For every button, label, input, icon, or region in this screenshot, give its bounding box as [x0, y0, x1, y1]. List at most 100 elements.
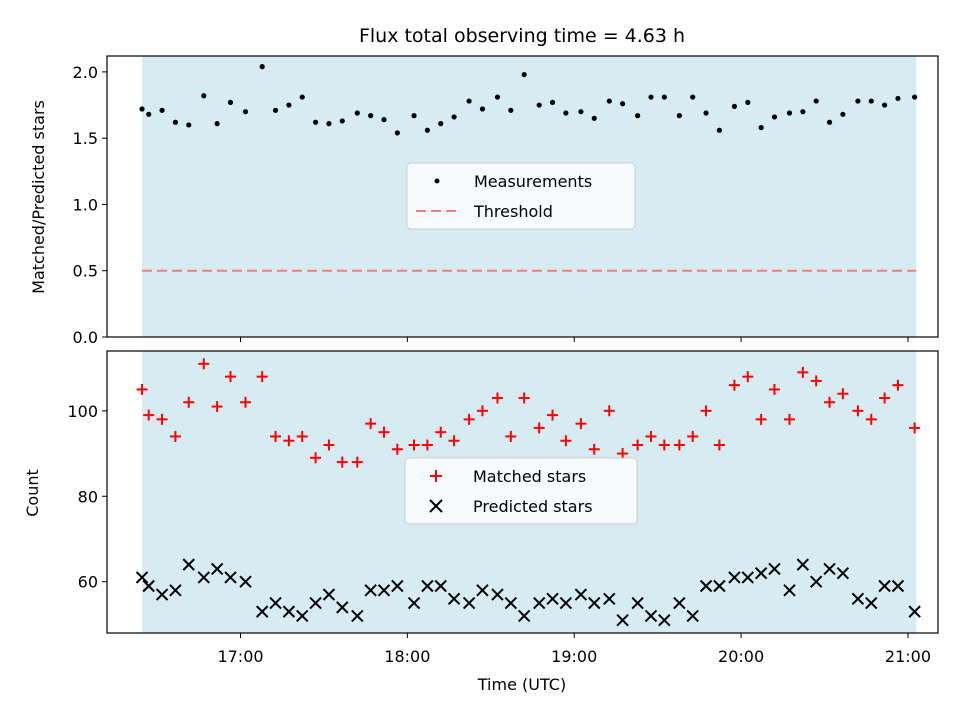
measurement-point [620, 101, 626, 107]
predicted-star-point [783, 584, 796, 597]
matched-star-point [435, 426, 447, 438]
legend-label-measurements: Measurements [474, 172, 592, 191]
predicted-star-point [491, 588, 504, 601]
measurement-point [259, 64, 265, 70]
predicted-star-point [504, 596, 518, 610]
y-axis-label-bottom: Count [23, 469, 42, 517]
matched-star-point [810, 375, 822, 387]
measurement-point [172, 119, 179, 125]
matched-star-point [391, 443, 403, 455]
matched-star-point [296, 430, 308, 442]
predicted-star-point [673, 596, 686, 610]
matched-star-point [156, 413, 168, 425]
measurement-point [745, 99, 751, 105]
predicted-star-point [462, 596, 476, 610]
legend-label-predicted: Predicted stars [473, 497, 593, 516]
y-tick-label: 0.0 [73, 328, 98, 347]
matched-star-point [658, 439, 670, 451]
matched-star-point [783, 413, 795, 425]
y-tick-label: 1.5 [73, 129, 98, 148]
predicted-star-point [796, 558, 810, 571]
legend-marker-measurements [434, 178, 440, 184]
measurement-point [758, 124, 764, 131]
measurement-point [855, 98, 861, 104]
matched-star-point [365, 418, 377, 430]
matched-star-point [476, 405, 488, 417]
predicted-star-point [336, 601, 349, 614]
matched-star-point [505, 430, 517, 442]
measurement-point [201, 93, 207, 99]
y-axis-ticks-top: 0.0 0.5 1.0 1.5 2.0 [73, 63, 107, 347]
axes-frame-bottom [106, 350, 939, 634]
matched-star-point [575, 418, 587, 430]
matched-star-point [824, 396, 836, 408]
measurement-point [563, 110, 569, 116]
predicted-star-point [631, 596, 644, 610]
matched-star-point [198, 358, 210, 370]
y-tick-label: 60 [78, 573, 98, 592]
matched-star-point [909, 422, 921, 434]
predicted-star-point [282, 605, 296, 618]
measurement-point [339, 118, 345, 124]
predicted-star-point [823, 562, 836, 576]
predicted-star-point [517, 609, 531, 623]
measurement-point [635, 113, 641, 119]
predicted-star-point [546, 592, 559, 606]
x-axis-label: Time (UTC) [477, 675, 566, 694]
matched-star-point [852, 405, 864, 417]
predicted-star-point [728, 571, 741, 584]
measurement-point [451, 114, 457, 120]
matched-star-point [837, 388, 849, 400]
legend-bottom: Matched stars Predicted stars [404, 457, 638, 525]
measurement-point [299, 94, 305, 100]
predicted-star-point [142, 579, 155, 593]
x-tick-label: 21:00 [885, 647, 931, 666]
measurement-point [895, 95, 901, 102]
measurement-point [813, 98, 819, 104]
measurement-point [591, 115, 597, 121]
predicted-star-point [447, 592, 461, 606]
measurement-point [242, 109, 249, 115]
matched-star-point [755, 413, 767, 425]
legend-marker-predicted [429, 499, 443, 513]
predicted-star-point [603, 592, 616, 606]
x-tick-label: 17:00 [217, 647, 263, 666]
measurement-point [868, 98, 874, 104]
predicted-star-point [476, 584, 489, 597]
predicted-star-point [407, 596, 421, 610]
measurement-point [312, 119, 319, 125]
measurement-point [549, 99, 556, 105]
measurement-point [578, 109, 584, 115]
y-tick-label: 1.0 [73, 195, 98, 214]
predicted-star-point [255, 605, 269, 618]
measurement-point [139, 106, 145, 112]
predicted-star-point [686, 609, 699, 623]
predicted-star-point [658, 613, 671, 627]
matched-star-point [378, 426, 390, 438]
predicted-star-point [851, 592, 865, 606]
measurement-point [536, 102, 542, 108]
measurement-point [286, 102, 292, 108]
matched-star-point [617, 448, 629, 460]
predicted-star-point [532, 596, 546, 610]
measurement-point [479, 106, 486, 112]
measurement-point [912, 94, 918, 100]
y-tick-label: 2.0 [73, 63, 98, 82]
measurement-points [139, 64, 918, 136]
measurement-point [326, 120, 332, 127]
measurement-point [648, 94, 654, 100]
matched-star-point [687, 430, 699, 442]
measurement-point [466, 98, 472, 104]
x-axis-ticks-bottom: 17:00 18:00 19:00 20:00 21:00 [217, 633, 931, 666]
predicted-star-point [741, 571, 754, 584]
matched-star-point [728, 379, 740, 391]
measurement-point [508, 107, 514, 113]
predicted-star-point [364, 584, 377, 597]
measurement-point [521, 71, 527, 78]
matched-star-point [270, 430, 282, 442]
predicted-star-point [616, 613, 629, 627]
legend-top: Measurements Threshold [406, 162, 636, 230]
measurement-point [716, 127, 723, 133]
